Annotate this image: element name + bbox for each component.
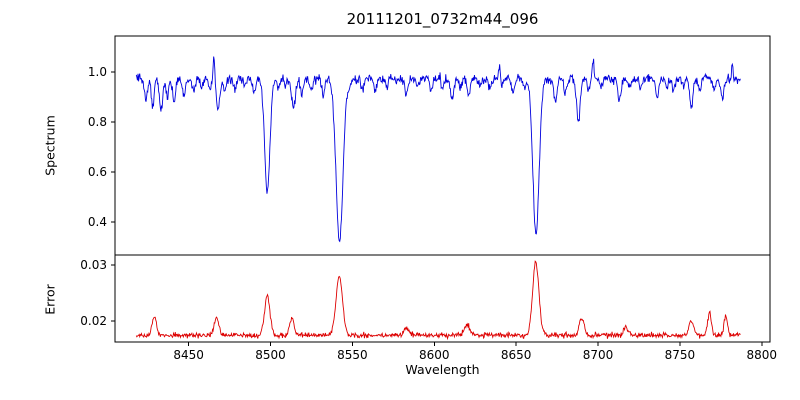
spectrum-y-tick-label: 1.0 bbox=[88, 65, 107, 79]
spectrum-y-tick-label: 0.4 bbox=[88, 215, 107, 229]
x-axis-label: Wavelength bbox=[405, 362, 480, 377]
error-line bbox=[135, 260, 741, 341]
x-tick-label: 8700 bbox=[583, 348, 614, 362]
error-y-tick-label: 0.03 bbox=[80, 258, 107, 272]
x-tick-label: 8550 bbox=[337, 348, 368, 362]
x-tick-label: 8750 bbox=[665, 348, 696, 362]
chart-title: 20111201_0732m44_096 bbox=[346, 10, 539, 28]
spectrum-y-tick-label: 0.6 bbox=[88, 165, 107, 179]
error-axes-box bbox=[114, 254, 771, 343]
x-tick-label: 8600 bbox=[419, 348, 450, 362]
error-y-tick-label: 0.02 bbox=[80, 314, 107, 328]
x-tick-label: 8450 bbox=[173, 348, 204, 362]
x-tick-label: 8800 bbox=[747, 348, 778, 362]
spectrum-line bbox=[135, 56, 741, 243]
x-tick-label: 8650 bbox=[501, 348, 532, 362]
spectrum-y-tick-label: 0.8 bbox=[88, 115, 107, 129]
x-tick-label: 8500 bbox=[255, 348, 286, 362]
